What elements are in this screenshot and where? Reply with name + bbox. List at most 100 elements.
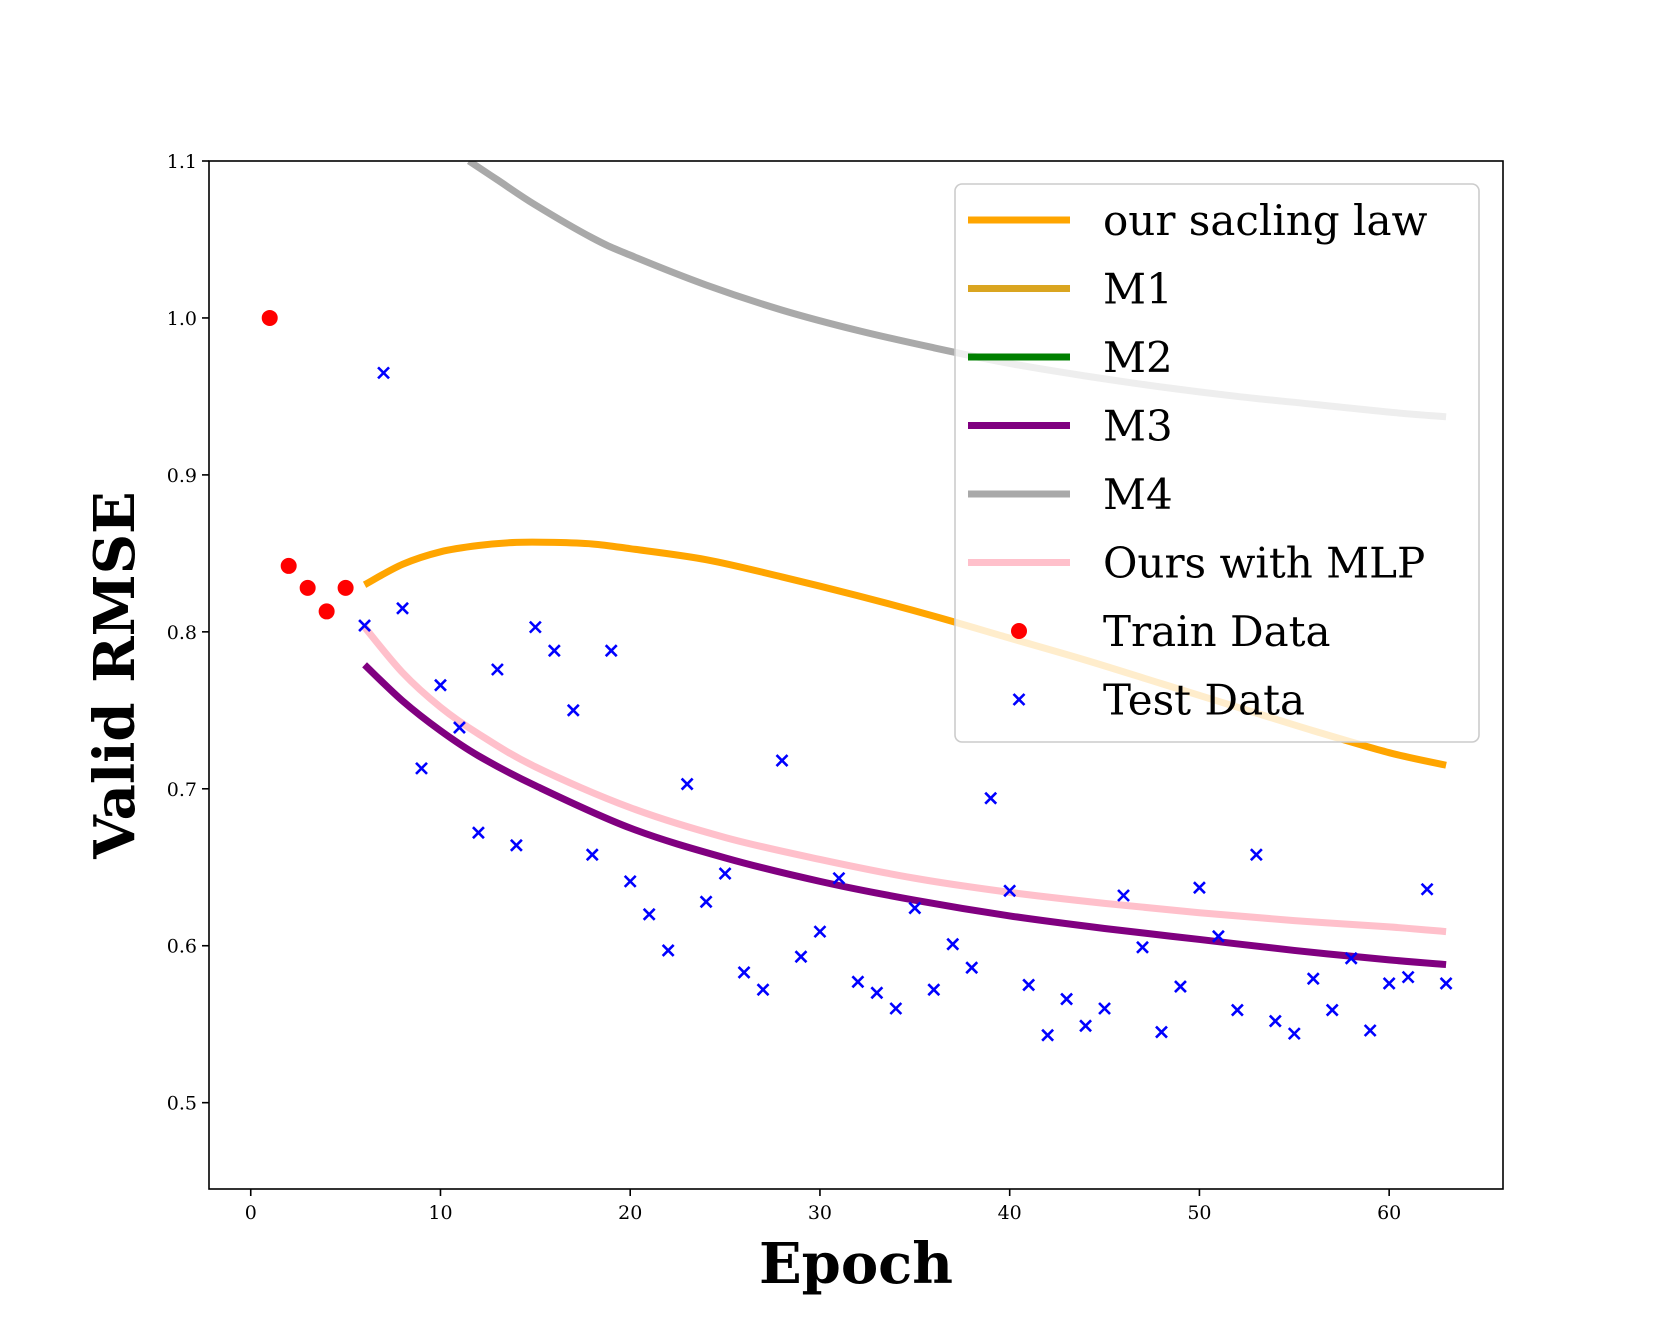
test-data-point-46-stroke-b [1230,1003,1244,1017]
x-tick-label-50: 50 [1187,1202,1211,1224]
test-data-point-30-stroke-b [927,983,941,997]
test-data-point-15 [642,907,656,921]
test-data-point-46 [1230,1003,1244,1017]
test-data-point-39 [1098,1002,1111,1015]
test-data-point-7 [490,663,504,676]
legend-item-test-data-swatch [1012,693,1026,706]
test-data-point-54 [1382,976,1396,990]
legend-item-m4-label: M4 [1103,470,1173,519]
test-data-point-47 [1249,848,1263,862]
test-data-point-36 [1041,1028,1055,1042]
m3-line [362,662,1447,969]
test-data-point-7-stroke-b [490,663,504,676]
y-axis-ticks: 0.5 0.6 0.7 0.8 0.9 1.0 1.1 [167,151,209,1115]
test-data-point-26 [851,975,865,989]
legend-item-m2: M2 [968,333,1173,382]
x-tick-label-40: 40 [998,1202,1022,1224]
test-data-point-16-stroke-b [661,944,675,957]
train-data-point-3 [318,603,335,620]
x-tick-label-20: 20 [618,1202,642,1224]
test-data-point-57 [1439,976,1453,990]
test-data-point-30 [927,983,941,997]
y-tick-label-5: 1.0 [167,308,197,330]
legend-item-test-data-swatch-stroke-b [1012,693,1026,706]
test-data-point-39-stroke-b [1098,1002,1111,1015]
test-data-point-21 [756,983,770,997]
test-data-point-51 [1325,1003,1339,1017]
legend-item-m3-label: M3 [1103,402,1173,451]
test-data-point-29-stroke-b [908,901,922,915]
test-data-point-28 [889,1002,903,1015]
x-tick-label-10: 10 [428,1202,452,1224]
legend-item-m4: M4 [968,470,1173,519]
test-data-point-33-stroke-b [984,791,998,805]
test-data-point-6 [472,826,485,840]
test-data-point-37 [1060,992,1074,1006]
test-data-point-38 [1079,1019,1092,1033]
legend-item-train-data-label: Train Data [1103,607,1331,656]
test-data-point-15-stroke-b [642,907,656,921]
test-data-point-10-stroke-b [547,644,561,658]
y-tick-label-4: 0.9 [167,465,197,487]
test-data-point-20-stroke-b [737,965,751,979]
legend-item-our-sacling-law: our sacling law [968,196,1428,245]
test-data-point-18-stroke-b [699,895,713,909]
plot-frame [208,160,1504,1190]
y-tick-label-3: 0.8 [167,622,197,644]
test-data-point-50-stroke-b [1306,972,1320,986]
test-data-point-44-stroke-b [1193,881,1206,895]
test-data-point-17 [680,777,694,791]
test-data-point-40-stroke-b [1117,889,1130,902]
test-data-point-53 [1363,1024,1377,1037]
test-data-point-52 [1344,951,1358,965]
test-data-point-36-stroke-b [1041,1028,1055,1042]
test-data-point-4-stroke-b [434,678,447,692]
test-data-point-13 [604,644,618,658]
test-data-point-45-stroke-b [1211,929,1225,943]
test-data-point-1-stroke-b [377,366,390,380]
legend-item-ours-with-mlp-label: Ours with MLP [1103,539,1425,588]
test-data-point-24-stroke-b [813,925,827,939]
legend-item-m2-label: M2 [1103,333,1173,382]
y-tick-label-2: 0.7 [167,779,197,801]
test-data-point-56-stroke-b [1420,882,1434,896]
legend-item-m1: M1 [968,265,1173,314]
test-data-point-38-stroke-b [1079,1019,1092,1033]
test-data-point-29 [908,901,922,915]
test-data-point-42 [1155,1025,1168,1039]
test-data-point-26-stroke-b [851,975,865,989]
test-data-point-34-stroke-b [1003,884,1017,898]
legend-item-train-data: Train Data [1011,607,1331,656]
test-data-point-19-stroke-b [718,867,732,880]
legend-box [954,183,1480,743]
test-data-point-11-stroke-b [566,703,580,717]
x-tick-label-30: 30 [808,1202,832,1224]
y-tick-label-1: 0.6 [167,936,197,958]
test-data-point-53-stroke-b [1363,1024,1377,1037]
test-data-point-44 [1193,881,1206,895]
test-data-point-3 [415,761,428,775]
test-data-point-9-stroke-b [528,620,542,634]
legend-item-our-sacling-law-label: our sacling law [1103,196,1428,245]
test-data-point-18 [699,895,713,909]
test-data-point-54-stroke-b [1382,976,1396,990]
legend-item-test-data-label: Test Data [1103,676,1305,725]
test-data-point-19 [718,867,732,880]
test-data-point-37-stroke-b [1060,992,1074,1006]
test-data-point-42-stroke-b [1155,1025,1168,1039]
test-data-point-40 [1117,889,1130,902]
test-data-point-41-stroke-b [1136,940,1149,954]
test-data-point-24 [813,925,827,939]
legend-item-train-data-swatch [1011,623,1027,639]
test-data-point-4 [434,678,447,692]
train-data-point-4 [337,579,354,596]
test-data-point-10 [547,644,561,658]
test-data-point-1 [377,366,390,380]
legend: our sacling law M1 M2 M3 M4 Ours with MLP Trai… [954,183,1480,743]
test-data-point-27-stroke-b [870,986,884,1000]
test-data-point-8-stroke-b [509,838,523,852]
test-data-point-16 [661,944,675,957]
test-data-point-22-stroke-b [775,754,789,767]
test-data-point-12-stroke-b [585,848,599,862]
test-data-point-17-stroke-b [680,777,694,791]
